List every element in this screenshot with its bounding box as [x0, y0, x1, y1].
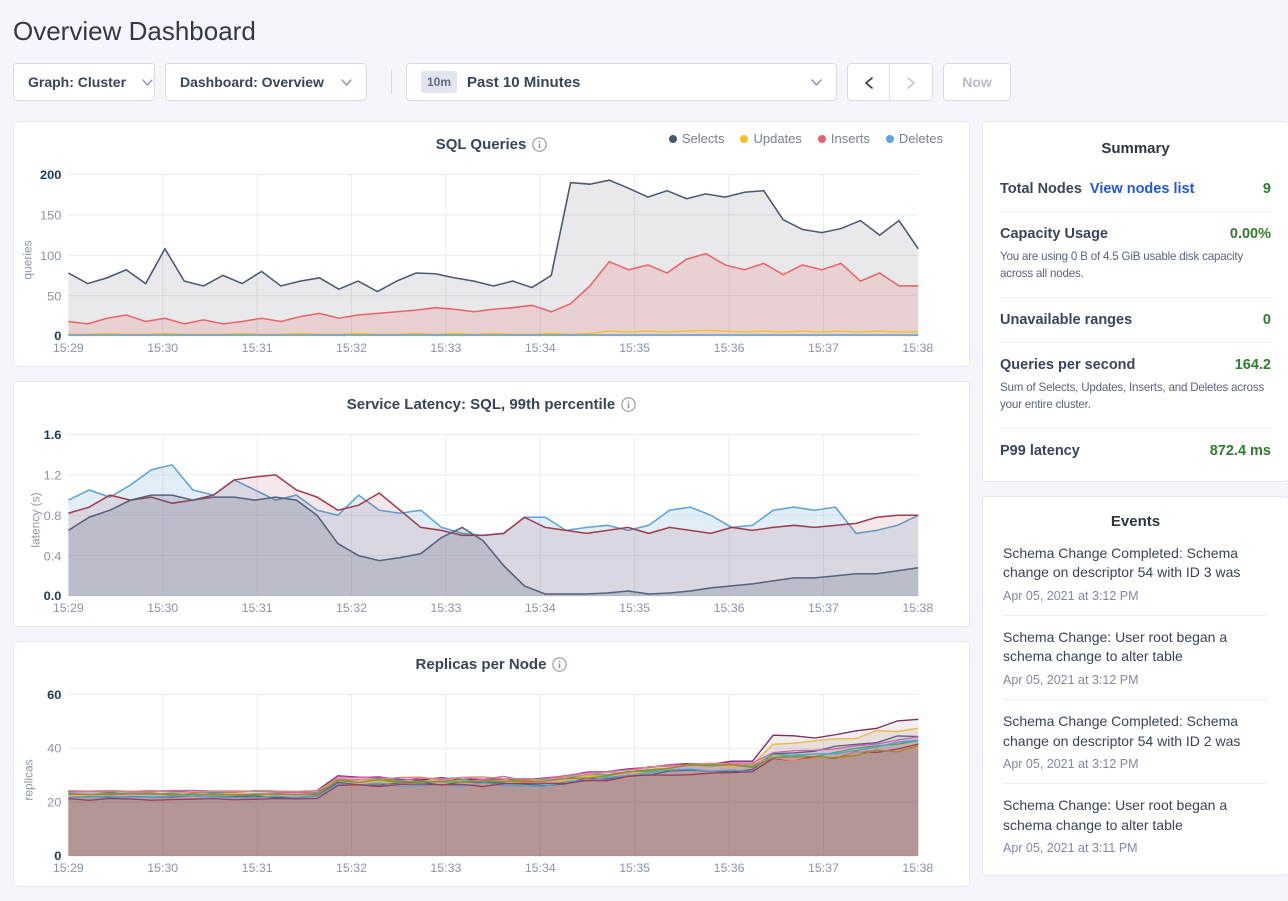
svg-text:15:31: 15:31 — [242, 341, 273, 355]
svg-text:200: 200 — [40, 168, 61, 182]
svg-text:0.8: 0.8 — [44, 509, 62, 523]
svg-text:15:35: 15:35 — [619, 861, 650, 875]
svg-text:1.2: 1.2 — [44, 469, 62, 483]
svg-text:15:34: 15:34 — [525, 861, 556, 875]
svg-text:15:33: 15:33 — [430, 861, 461, 875]
svg-text:15:31: 15:31 — [242, 601, 273, 615]
svg-text:15:33: 15:33 — [430, 601, 461, 615]
svg-text:40: 40 — [47, 742, 61, 756]
svg-text:15:33: 15:33 — [430, 341, 461, 355]
svg-text:15:32: 15:32 — [336, 861, 367, 875]
svg-text:15:36: 15:36 — [714, 861, 745, 875]
svg-text:0.4: 0.4 — [44, 550, 62, 564]
svg-text:15:32: 15:32 — [336, 341, 367, 355]
svg-text:20: 20 — [47, 796, 61, 810]
svg-text:15:36: 15:36 — [714, 341, 745, 355]
svg-text:150: 150 — [40, 209, 61, 223]
svg-text:15:37: 15:37 — [808, 861, 839, 875]
svg-text:15:36: 15:36 — [714, 601, 745, 615]
svg-text:15:38: 15:38 — [902, 861, 933, 875]
svg-text:15:31: 15:31 — [242, 861, 273, 875]
svg-text:60: 60 — [47, 688, 61, 702]
svg-text:15:30: 15:30 — [147, 601, 178, 615]
svg-text:15:34: 15:34 — [525, 341, 556, 355]
svg-text:1.6: 1.6 — [44, 428, 62, 442]
svg-text:15:30: 15:30 — [147, 861, 178, 875]
svg-text:15:32: 15:32 — [336, 601, 367, 615]
svg-text:15:29: 15:29 — [53, 341, 84, 355]
svg-text:15:29: 15:29 — [53, 861, 84, 875]
svg-text:15:38: 15:38 — [902, 601, 933, 615]
svg-text:15:29: 15:29 — [53, 601, 84, 615]
svg-text:15:30: 15:30 — [147, 341, 178, 355]
svg-text:15:35: 15:35 — [619, 601, 650, 615]
svg-text:15:34: 15:34 — [525, 601, 556, 615]
svg-text:15:35: 15:35 — [619, 341, 650, 355]
svg-text:15:37: 15:37 — [808, 341, 839, 355]
svg-text:50: 50 — [47, 290, 61, 304]
svg-text:100: 100 — [40, 249, 61, 263]
svg-text:15:37: 15:37 — [808, 601, 839, 615]
svg-text:15:38: 15:38 — [902, 341, 933, 355]
